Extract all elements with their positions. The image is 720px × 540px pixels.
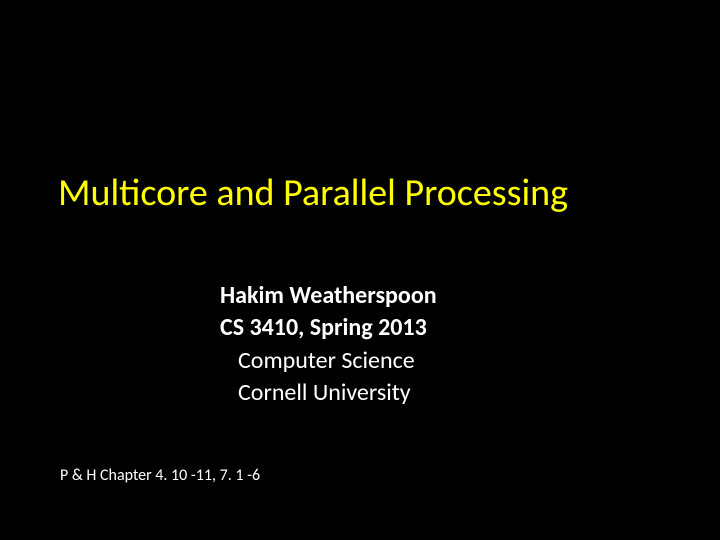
- slide: Multicore and Parallel Processing Hakim …: [0, 0, 720, 540]
- department: Computer Science: [220, 345, 660, 377]
- university: Cornell University: [220, 377, 660, 409]
- slide-title: Multicore and Parallel Processing: [58, 170, 680, 216]
- chapter-reference: P & H Chapter 4. 10 -11, 7. 1 -6: [60, 466, 260, 485]
- author-block: Hakim Weatherspoon CS 3410, Spring 2013 …: [220, 280, 660, 410]
- author-name: Hakim Weatherspoon: [220, 280, 660, 312]
- course-info: CS 3410, Spring 2013: [220, 312, 660, 344]
